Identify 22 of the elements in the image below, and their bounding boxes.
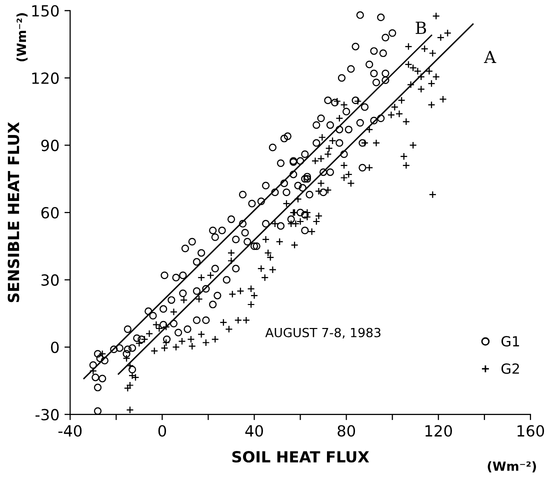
- y-tick-label: 0: [51, 342, 59, 354]
- text: (Wm⁻²): [488, 461, 536, 472]
- y-tick-label: 60: [41, 206, 59, 219]
- x-axis-title: SOIL HEAT FLUX: [232, 451, 370, 463]
- series-label: A: [484, 50, 496, 63]
- y-tick-label: 150: [32, 5, 59, 17]
- y-tick-label: 120: [32, 72, 59, 84]
- x-tick-label: -40: [58, 425, 82, 437]
- legend-label: G1: [501, 336, 520, 347]
- y-tick-label: 90: [41, 140, 59, 152]
- x-tick-label: 80: [338, 425, 356, 437]
- x-tick-label: 160: [518, 425, 544, 437]
- legend-label: G2: [501, 363, 519, 374]
- y-axis-title: SENSIBLE HEAT FLUX: [8, 122, 20, 302]
- x-tick-label: 0: [158, 425, 166, 437]
- text: (Wm⁻²): [16, 13, 28, 62]
- x-tick-label: 120: [425, 425, 452, 437]
- x-tick-label: 40: [245, 425, 263, 437]
- y-tick-label: 30: [41, 274, 59, 286]
- series-label: B: [416, 22, 426, 34]
- y-tick-label: -30: [36, 408, 59, 420]
- annotation: AUGUST 7-8, 1983: [265, 328, 380, 339]
